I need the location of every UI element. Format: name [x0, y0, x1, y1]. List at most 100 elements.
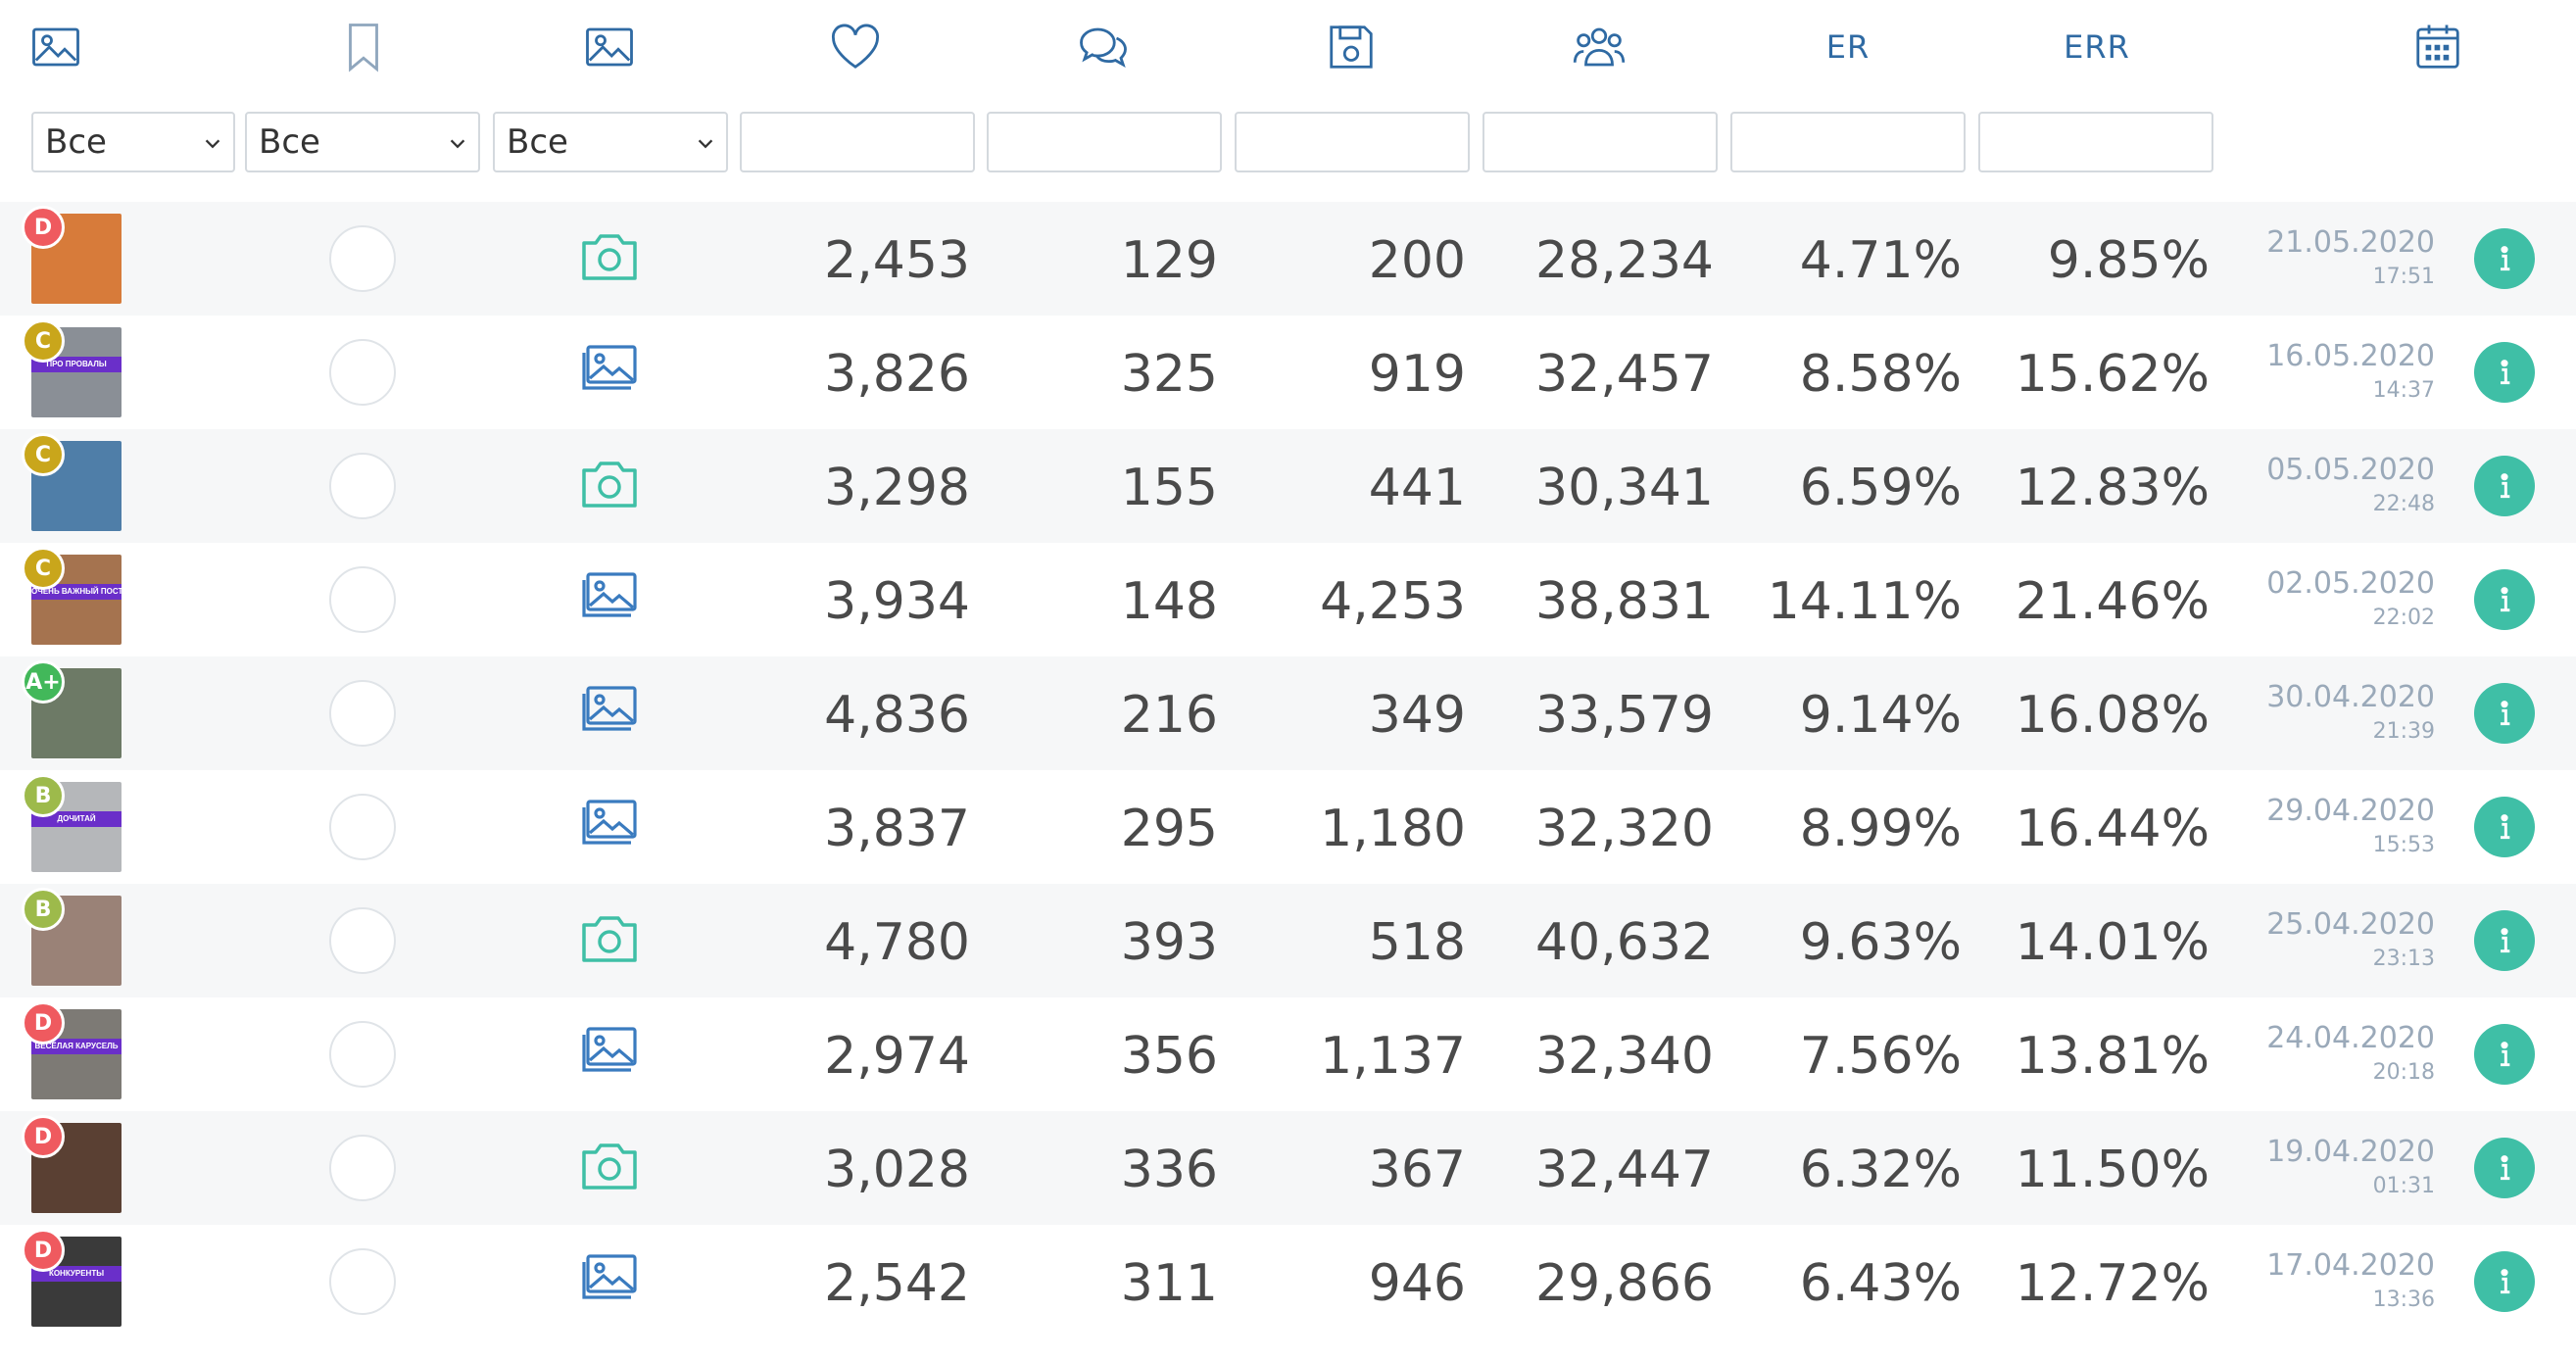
info-button[interactable]: [2474, 569, 2535, 630]
er-value: 8.99%: [1799, 800, 1962, 858]
info-button[interactable]: [2474, 456, 2535, 516]
grade-filter-select[interactable]: Все: [31, 112, 235, 172]
camera-icon: [578, 909, 641, 968]
save-icon[interactable]: [1322, 18, 1381, 76]
err-value: 11.50%: [2015, 1141, 2210, 1199]
grade-badge: D: [22, 1115, 65, 1158]
carousel-icon: [578, 796, 641, 854]
thumbnail-caption: ОЧЕНЬ ВАЖНЫЙ ПОСТ: [31, 584, 122, 600]
reach-value: 28,234: [1535, 231, 1714, 290]
comments-value: 295: [1120, 800, 1218, 858]
bookmark-toggle[interactable]: [329, 794, 396, 860]
bookmark-icon[interactable]: [334, 18, 393, 76]
info-button[interactable]: [2474, 797, 2535, 857]
comments-value: 393: [1120, 913, 1218, 972]
er-header[interactable]: ER: [1825, 28, 1871, 66]
grade-badge: B: [22, 774, 65, 817]
info-button[interactable]: [2474, 1024, 2535, 1085]
saves-filter-input[interactable]: [1235, 112, 1470, 172]
post-thumbnail[interactable]: A+: [22, 660, 122, 758]
table-row[interactable]: C 3,298 155 441 30,341 6.59% 12.83% 05.05.2020 2…: [0, 429, 2576, 543]
bookmark-toggle[interactable]: [329, 225, 396, 292]
bookmark-toggle[interactable]: [329, 1021, 396, 1088]
bookmark-toggle[interactable]: [329, 1248, 396, 1315]
post-thumbnail[interactable]: D: [22, 1115, 122, 1213]
info-icon: [2489, 357, 2520, 388]
info-button[interactable]: [2474, 228, 2535, 289]
comments-value: 336: [1120, 1141, 1218, 1199]
err-value: 14.01%: [2015, 913, 2210, 972]
reach-value: 29,866: [1535, 1254, 1714, 1313]
err-value: 13.81%: [2015, 1027, 2210, 1086]
info-icon: [2489, 698, 2520, 729]
info-button[interactable]: [2474, 910, 2535, 971]
table-row[interactable]: B 4,780 393 518 40,632 9.63% 14.01% 25.04.2020 2…: [0, 884, 2576, 997]
err-filter-input[interactable]: [1978, 112, 2213, 172]
post-thumbnail[interactable]: ВЕСЁЛАЯ КАРУСЕЛЬ D: [22, 1001, 122, 1099]
thumbnail-caption: КОНКУРЕНТЫ: [31, 1266, 122, 1282]
comments-icon[interactable]: [1074, 18, 1133, 76]
table-row[interactable]: ДОЧИТАЙ B 3,837 295 1,180 32,320 8.99% 16.44% 29…: [0, 770, 2576, 884]
bookmark-toggle[interactable]: [329, 1135, 396, 1201]
reach-value: 32,320: [1535, 800, 1714, 858]
table-row[interactable]: ОЧЕНЬ ВАЖНЫЙ ПОСТ C 3,934 148 4,253 38,831 14.…: [0, 543, 2576, 656]
er-value: 6.32%: [1799, 1141, 1962, 1199]
carousel-icon: [578, 341, 641, 400]
comments-filter-input[interactable]: [987, 112, 1222, 172]
type-filter-value: Все: [507, 122, 568, 162]
table-row[interactable]: D 3,028 336 367 32,447 6.32% 11.50% 19.04.2020 0…: [0, 1111, 2576, 1225]
err-header[interactable]: ERR: [2064, 28, 2130, 66]
chevron-down-icon: [698, 139, 713, 149]
post-thumbnail[interactable]: КОНКУРЕНТЫ D: [22, 1229, 122, 1327]
filter-row: Все Все Все: [0, 112, 2576, 176]
table-row[interactable]: D 2,453 129 200 28,234 4.71% 9.85% 21.05.2020 17…: [0, 202, 2576, 316]
users-icon[interactable]: [1570, 18, 1628, 76]
calendar-icon[interactable]: [2408, 18, 2467, 76]
post-thumbnail[interactable]: ПРО ПРОВАЛЫ C: [22, 319, 122, 417]
likes-filter-input[interactable]: [740, 112, 975, 172]
bookmark-filter-select[interactable]: Все: [245, 112, 480, 172]
table-row[interactable]: КОНКУРЕНТЫ D 2,542 311 946 29,866 6.43% 12.72% 1…: [0, 1225, 2576, 1338]
saves-value: 441: [1368, 459, 1466, 517]
bookmark-toggle[interactable]: [329, 453, 396, 519]
post-date: 21.05.2020: [2266, 225, 2435, 260]
table-row[interactable]: A+ 4,836 216 349 33,579 9.14% 16.08% 30.04.2020…: [0, 656, 2576, 770]
bookmark-toggle[interactable]: [329, 339, 396, 406]
likes-value: 3,028: [824, 1141, 970, 1199]
er-value: 4.71%: [1799, 231, 1962, 290]
post-thumbnail[interactable]: ОЧЕНЬ ВАЖНЫЙ ПОСТ C: [22, 547, 122, 645]
info-button[interactable]: [2474, 342, 2535, 403]
table-row[interactable]: ПРО ПРОВАЛЫ C 3,826 325 919 32,457 8.58% 15.62%…: [0, 316, 2576, 429]
post-time: 15:53: [2372, 833, 2435, 857]
info-button[interactable]: [2474, 1251, 2535, 1312]
image-icon[interactable]: [26, 18, 85, 76]
post-thumbnail[interactable]: C: [22, 433, 122, 531]
likes-value: 3,298: [824, 459, 970, 517]
reach-filter-input[interactable]: [1482, 112, 1718, 172]
er-filter-input[interactable]: [1730, 112, 1966, 172]
heart-icon[interactable]: [826, 18, 885, 76]
post-date: 24.04.2020: [2266, 1021, 2435, 1055]
type-filter-select[interactable]: Все: [493, 112, 728, 172]
grade-badge: D: [22, 1001, 65, 1045]
likes-value: 2,542: [824, 1254, 970, 1313]
info-button[interactable]: [2474, 683, 2535, 744]
er-value: 8.58%: [1799, 345, 1962, 404]
reach-value: 33,579: [1535, 686, 1714, 745]
comments-value: 129: [1120, 231, 1218, 290]
saves-value: 1,137: [1320, 1027, 1466, 1086]
bookmark-toggle[interactable]: [329, 907, 396, 974]
post-thumbnail[interactable]: B: [22, 888, 122, 986]
bookmark-toggle[interactable]: [329, 680, 396, 747]
post-thumbnail[interactable]: D: [22, 206, 122, 304]
table-row[interactable]: ВЕСЁЛАЯ КАРУСЕЛЬ D 2,974 356 1,137 32,340 7.56…: [0, 997, 2576, 1111]
image-icon[interactable]: [580, 18, 639, 76]
carousel-icon: [578, 1250, 641, 1309]
likes-value: 3,826: [824, 345, 970, 404]
bookmark-toggle[interactable]: [329, 566, 396, 633]
likes-value: 4,836: [824, 686, 970, 745]
grade-filter-value: Все: [45, 122, 107, 162]
post-thumbnail[interactable]: ДОЧИТАЙ B: [22, 774, 122, 872]
info-button[interactable]: [2474, 1138, 2535, 1198]
reach-value: 38,831: [1535, 572, 1714, 631]
